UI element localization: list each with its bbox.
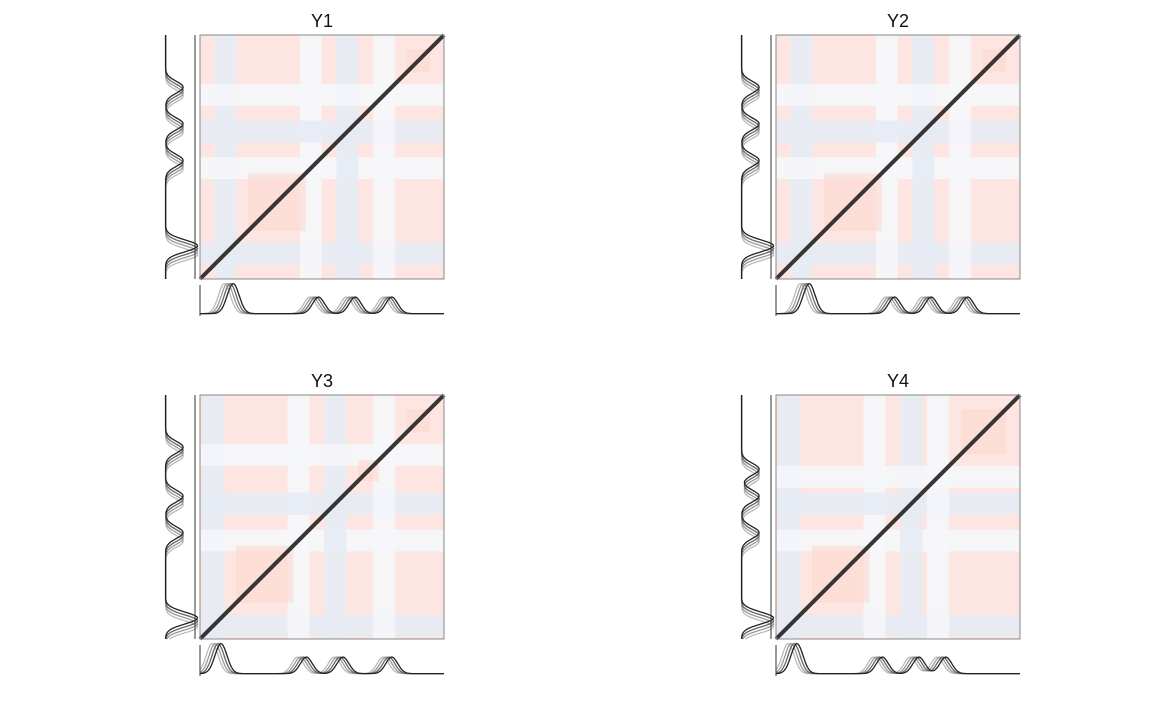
band: [776, 614, 1020, 637]
band: [373, 395, 395, 639]
marginal-y: [164, 35, 199, 279]
band: [927, 395, 950, 639]
diagonal: [774, 393, 1022, 641]
marginal-y: [740, 395, 775, 640]
marginal-y: [740, 395, 775, 640]
marginal-y: [740, 395, 775, 640]
diagonal: [198, 393, 446, 641]
band: [336, 35, 359, 279]
band: [776, 120, 1020, 143]
band: [200, 614, 444, 637]
frame: [775, 394, 1021, 640]
band: [875, 35, 898, 279]
marginal-x: [775, 642, 1020, 675]
band: [200, 120, 444, 143]
band: [214, 35, 237, 279]
band: [776, 84, 1020, 106]
panel: Y4: [740, 371, 1022, 676]
marginal-x: [199, 642, 444, 675]
band: [202, 395, 225, 639]
marginal-y: [740, 35, 775, 279]
frame: [199, 394, 445, 640]
marginal-x: [776, 642, 1020, 675]
panel-title: Y3: [311, 371, 333, 391]
band: [949, 35, 971, 279]
band: [200, 444, 444, 466]
frame: [775, 34, 1021, 280]
marginal-y: [740, 395, 775, 640]
panel: Y1: [164, 11, 446, 316]
band: [200, 84, 444, 106]
diagonal: [198, 33, 446, 281]
marginal-x: [776, 282, 1020, 315]
marginal-y: [164, 395, 199, 640]
marginal-x: [200, 642, 444, 675]
marginal-x: [200, 282, 444, 315]
panel: Y2: [740, 11, 1022, 316]
band: [200, 492, 444, 515]
band: [776, 465, 1020, 488]
band: [790, 35, 813, 279]
band: [776, 157, 1020, 180]
marginal-y: [740, 35, 775, 279]
band: [299, 35, 322, 279]
diagonal: [774, 33, 1022, 281]
panel: Y3: [164, 371, 446, 676]
band: [900, 395, 923, 639]
marginal-x: [200, 282, 444, 315]
marginal-y: [164, 395, 199, 640]
frame: [199, 34, 445, 280]
marginal-x: [776, 282, 1020, 315]
band: [324, 395, 347, 639]
marginal-x: [775, 643, 1020, 675]
panel-title: Y4: [887, 371, 909, 391]
marginal-y: [164, 35, 199, 279]
marginal-x: [199, 642, 444, 675]
marginal-y: [164, 395, 199, 640]
band: [776, 492, 1020, 515]
band: [912, 35, 935, 279]
marginal-y: [164, 35, 199, 279]
band: [200, 157, 444, 180]
marginal-x: [775, 642, 1020, 675]
panel-title: Y2: [887, 11, 909, 31]
band: [200, 242, 444, 265]
marginal-y: [164, 395, 199, 640]
band: [373, 35, 395, 279]
marginal-x: [199, 643, 444, 675]
marginal-y: [740, 35, 775, 279]
band: [776, 242, 1020, 265]
band: [778, 395, 801, 639]
panel-title: Y1: [311, 11, 333, 31]
